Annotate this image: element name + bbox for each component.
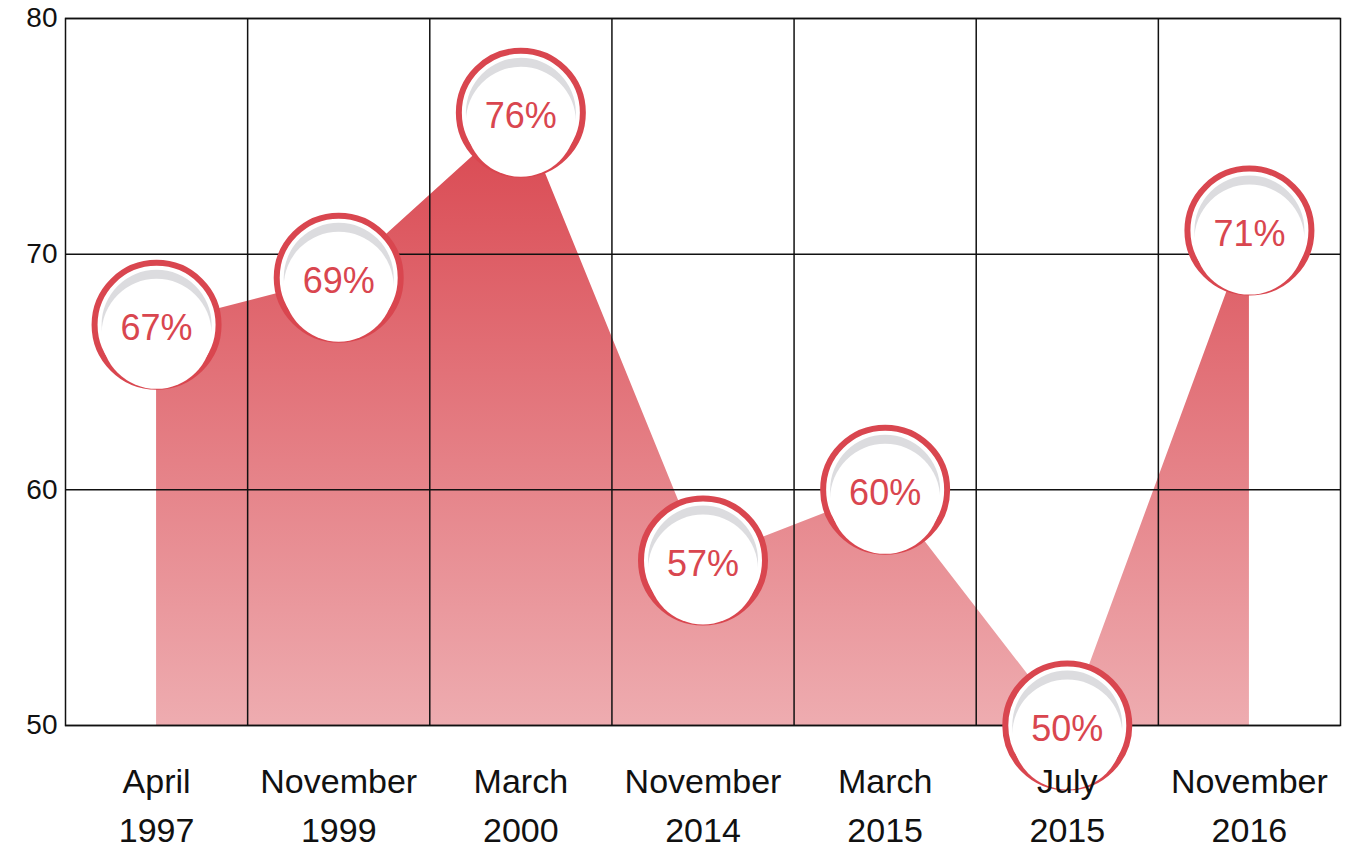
- svg-text:71%: 71%: [1213, 213, 1285, 254]
- svg-text:November1999: November1999: [260, 762, 417, 847]
- svg-text:July2015: July2015: [1029, 762, 1105, 847]
- svg-text:67%: 67%: [121, 307, 193, 348]
- svg-text:60%: 60%: [849, 472, 921, 513]
- svg-text:March2000: March2000: [474, 762, 568, 847]
- svg-text:November2016: November2016: [1171, 762, 1328, 847]
- svg-text:50%: 50%: [1031, 708, 1103, 749]
- svg-text:69%: 69%: [303, 260, 375, 301]
- svg-text:November2014: November2014: [625, 762, 782, 847]
- svg-text:80: 80: [26, 2, 57, 33]
- svg-text:60: 60: [26, 474, 57, 505]
- svg-text:76%: 76%: [485, 95, 557, 136]
- svg-text:57%: 57%: [667, 543, 739, 584]
- svg-text:April1997: April1997: [119, 762, 195, 847]
- svg-text:March2015: March2015: [838, 762, 932, 847]
- svg-text:50: 50: [26, 709, 57, 740]
- svg-text:70: 70: [26, 238, 57, 269]
